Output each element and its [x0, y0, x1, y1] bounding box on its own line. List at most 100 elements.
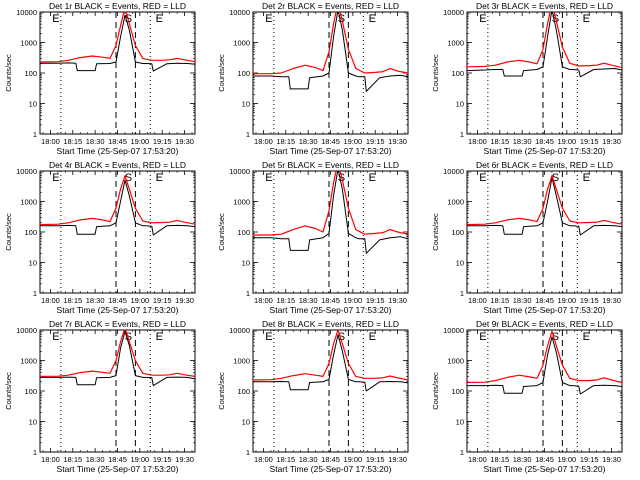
start-marker-letter: E [52, 172, 59, 184]
x-tick-label: 18:30 [513, 455, 532, 464]
x-tick-label: 18:00 [468, 137, 487, 146]
x-tick-label: 18:15 [490, 137, 509, 146]
x-tick-label: 19:30 [388, 137, 407, 146]
plot-frame [466, 329, 623, 453]
x-tick-label: 18:45 [321, 137, 340, 146]
x-axis-label: Start Time (25-Sep-07 17:53:20) [270, 305, 392, 315]
x-tick-label: 19:15 [153, 296, 172, 305]
x-tick-label: 18:00 [254, 455, 273, 464]
panel-title: Det 7r BLACK = Events, RED = LLD [49, 319, 186, 329]
detector-panel-3: Det 3r BLACK = Events, RED = LLD 1 10 100 10… [431, 1, 623, 156]
y-tick-label: 100 [237, 387, 250, 396]
detector-panel-4: Det 4r BLACK = Events, RED = LLD 1 10 100 10… [4, 160, 196, 315]
x-tick-label: 19:00 [130, 137, 149, 146]
x-tick-label: 19:30 [602, 137, 621, 146]
y-tick-label: 10 [456, 418, 464, 427]
y-tick-label: 10000 [16, 8, 37, 17]
y-axis-label: Counts/sec [217, 372, 226, 410]
y-tick-label: 10 [29, 418, 37, 427]
start-marker-letter: E [265, 331, 272, 343]
series-group [467, 330, 622, 395]
x-tick-label: 19:30 [175, 455, 194, 464]
x-tick-label: 18:30 [299, 455, 318, 464]
x-axis-label: Start Time (25-Sep-07 17:53:20) [484, 464, 606, 474]
series-group [40, 330, 195, 387]
x-tick-label: 18:00 [41, 455, 60, 464]
x-tick-label: 19:00 [343, 455, 362, 464]
x-tick-label: 19:00 [557, 296, 576, 305]
y-tick-label: 1 [33, 130, 37, 139]
x-tick-label: 19:00 [130, 455, 149, 464]
x-tick-label: 19:15 [580, 296, 599, 305]
x-tick-label: 19:15 [580, 455, 599, 464]
plot-frame [39, 11, 196, 135]
x-tick-label: 18:00 [254, 137, 273, 146]
y-tick-label: 10 [29, 100, 37, 109]
y-axis-label: Counts/sec [217, 213, 226, 251]
x-tick-label: 19:15 [366, 296, 385, 305]
x-tick-label: 18:00 [468, 296, 487, 305]
x-tick-label: 19:15 [366, 137, 385, 146]
y-tick-label: 1 [460, 130, 464, 139]
series-group [253, 171, 408, 254]
y-tick-label: 100 [24, 387, 37, 396]
lld-series-line [253, 330, 408, 381]
x-tick-label: 18:15 [63, 296, 82, 305]
y-tick-label: 1 [460, 289, 464, 298]
x-tick-label: 18:15 [276, 455, 295, 464]
x-tick-label: 18:15 [490, 296, 509, 305]
peak-marker-letter: S [552, 172, 559, 184]
detector-panel-1: Det 1r BLACK = Events, RED = LLD 1 10 100 10… [4, 1, 196, 156]
y-tick-label: 1000 [20, 357, 37, 366]
y-tick-label: 10000 [229, 326, 250, 335]
x-tick-label: 19:00 [557, 137, 576, 146]
end-marker-letter: E [369, 331, 376, 343]
y-tick-label: 10000 [229, 167, 250, 176]
y-tick-label: 1 [246, 130, 250, 139]
x-tick-label: 19:15 [580, 137, 599, 146]
end-marker-letter: E [583, 331, 590, 343]
events-series-line [467, 177, 622, 236]
start-marker-letter: E [265, 172, 272, 184]
x-tick-label: 18:45 [108, 455, 127, 464]
panel-title: Det 5r BLACK = Events, RED = LLD [262, 160, 399, 170]
x-tick-label: 18:00 [41, 296, 60, 305]
y-tick-label: 10 [456, 100, 464, 109]
detector-panel-5: Det 5r BLACK = Events, RED = LLD 1 10 100 10… [217, 160, 409, 315]
x-tick-label: 18:15 [63, 455, 82, 464]
x-axis-label: Start Time (25-Sep-07 17:53:20) [484, 305, 606, 315]
x-tick-label: 18:30 [299, 296, 318, 305]
x-tick-label: 19:15 [366, 455, 385, 464]
events-series-line [40, 14, 195, 72]
start-marker-letter: E [52, 331, 59, 343]
x-tick-label: 19:30 [388, 296, 407, 305]
peak-marker-letter: S [552, 331, 559, 343]
detector-panel-6: Det 6r BLACK = Events, RED = LLD 1 10 100 10… [431, 160, 623, 315]
lld-series-line [467, 12, 622, 69]
y-tick-label: 1000 [447, 357, 464, 366]
x-tick-label: 18:45 [535, 455, 554, 464]
x-axis-label: Start Time (25-Sep-07 17:53:20) [270, 464, 392, 474]
plot-frame [39, 329, 196, 453]
peak-marker-letter: S [125, 172, 132, 184]
y-tick-label: 100 [237, 228, 250, 237]
x-axis-label: Start Time (25-Sep-07 17:53:20) [484, 146, 606, 156]
y-tick-label: 1000 [233, 198, 250, 207]
y-axis-label: Counts/sec [4, 372, 13, 410]
end-marker-letter: E [583, 13, 590, 25]
events-series-line [253, 171, 408, 254]
y-tick-label: 1000 [20, 39, 37, 48]
y-tick-label: 10 [29, 259, 37, 268]
detector-panel-2: Det 2r BLACK = Events, RED = LLD 1 10 100 10… [217, 1, 409, 156]
y-tick-label: 1 [33, 289, 37, 298]
x-tick-label: 18:45 [321, 296, 340, 305]
x-tick-label: 18:00 [254, 296, 273, 305]
panel-title: Det 2r BLACK = Events, RED = LLD [262, 1, 399, 11]
y-tick-label: 1 [33, 448, 37, 457]
end-marker-letter: E [369, 172, 376, 184]
x-axis-label: Start Time (25-Sep-07 17:53:20) [57, 146, 179, 156]
panel-title: Det 1r BLACK = Events, RED = LLD [49, 1, 186, 11]
series-group [40, 12, 195, 72]
plot-frame [466, 170, 623, 294]
x-tick-label: 19:30 [602, 455, 621, 464]
